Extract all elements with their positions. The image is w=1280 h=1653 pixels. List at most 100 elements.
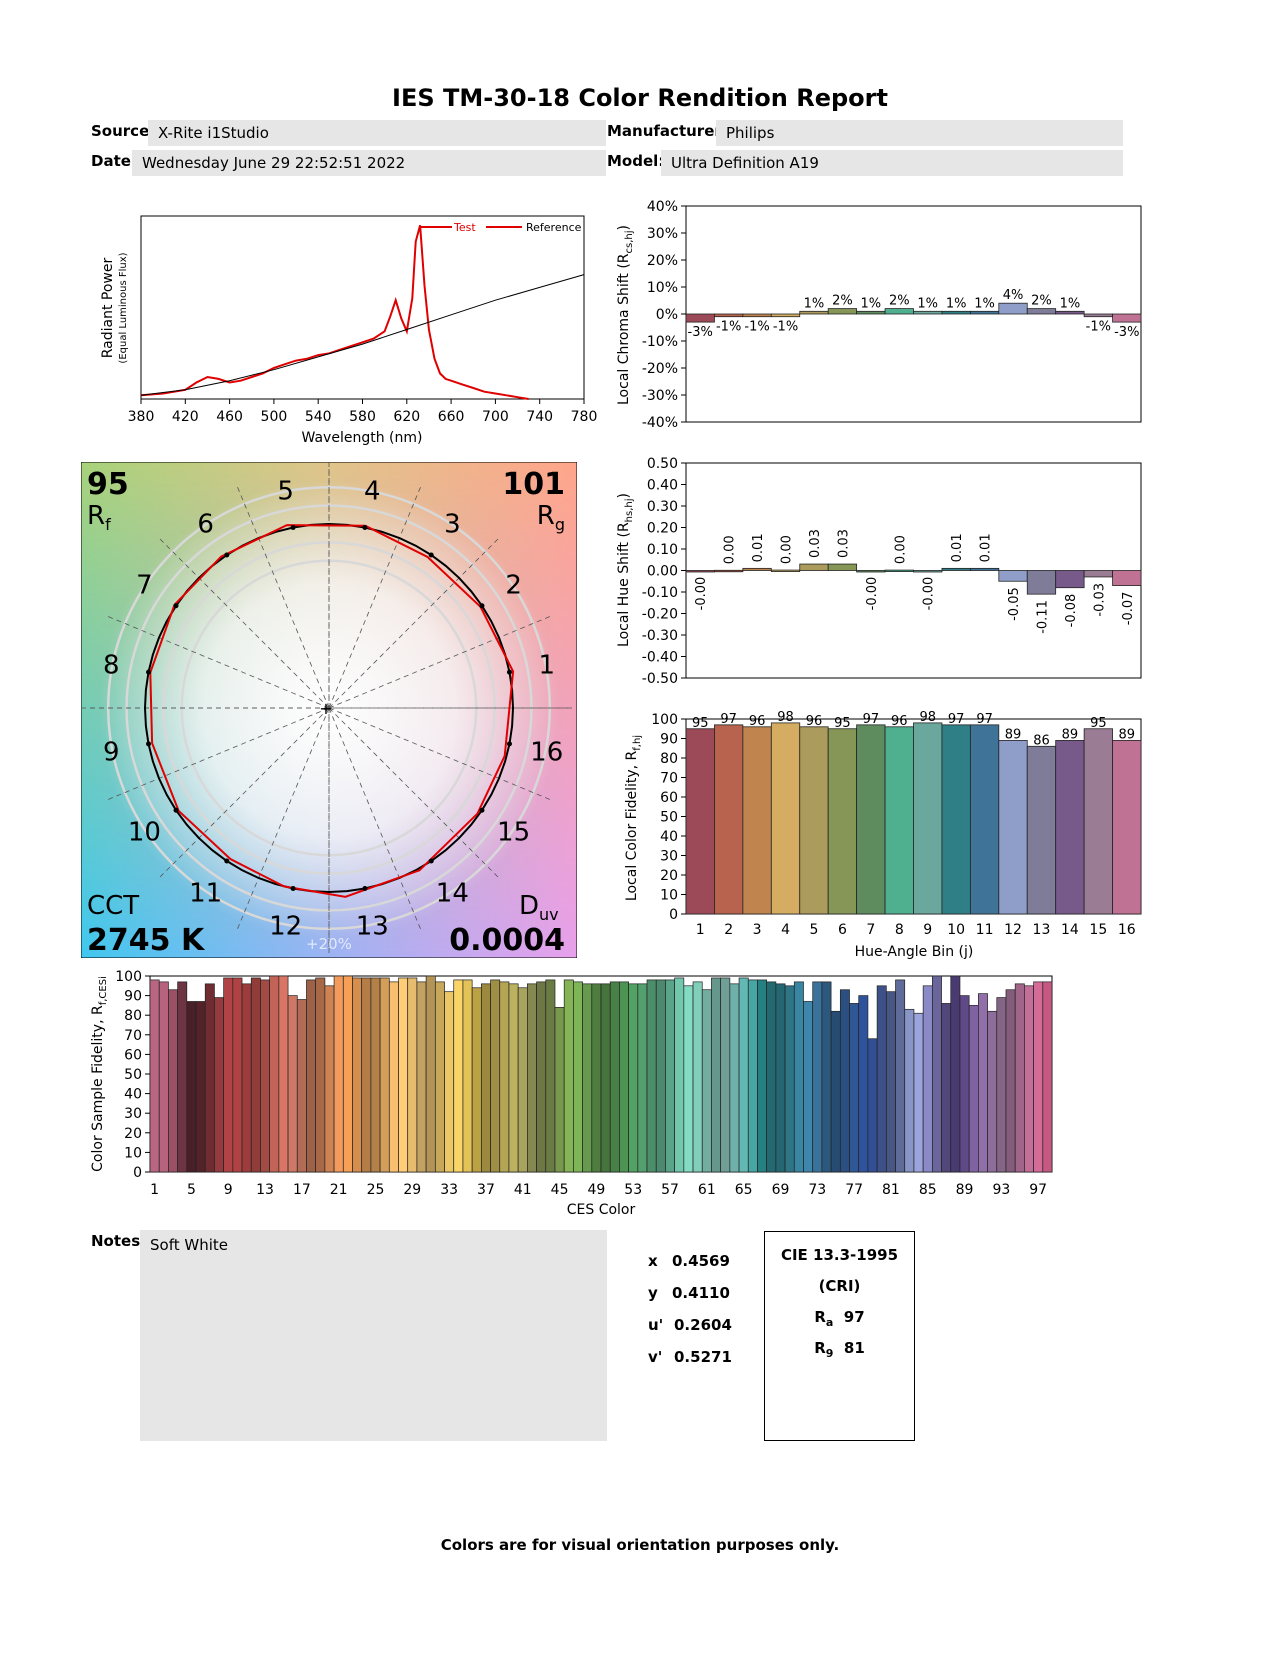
chroma-shift-ytick-label: 10% — [647, 280, 678, 296]
ces-bar — [168, 989, 178, 1173]
hue-shift-bar — [941, 567, 971, 571]
ces-ytick-label: 90 — [124, 989, 142, 1005]
chroma-bar-label: -3% — [688, 325, 713, 340]
chromaticity-coordinates: x 0.4569 y 0.4110 u' 0.2604 v' 0.5271 — [648, 1252, 758, 1380]
local-fidelity-bar-label: 89 — [1119, 727, 1136, 742]
coord-v-value: 0.5271 — [674, 1348, 732, 1366]
hue-bar-label: -0.00 — [865, 577, 880, 611]
local-fidelity-bar-label: 96 — [891, 714, 908, 729]
cvg-bin-label: 15 — [497, 817, 530, 847]
local-fidelity-bar-label: 86 — [1033, 733, 1050, 748]
ces-xtick-label: 9 — [224, 1182, 233, 1198]
ces-ytick-label: 100 — [115, 969, 142, 985]
hue-bar-label: -0.03 — [1092, 583, 1107, 617]
ces-bar — [508, 983, 519, 1173]
ces-bar — [527, 983, 537, 1173]
spectrum-ylabel-sub: (Equal Luminous Flux) — [118, 252, 129, 363]
coord-v-row: v' 0.5271 — [648, 1348, 758, 1380]
chroma-shift-bar — [1055, 310, 1085, 315]
coord-y-value: 0.4110 — [672, 1284, 730, 1302]
ces-bar — [683, 985, 694, 1173]
chroma-shift-bar — [941, 310, 971, 315]
local-fidelity-bar — [742, 726, 772, 915]
local-fidelity-bar — [856, 724, 886, 915]
local-fidelity-ytick-label: 10 — [660, 888, 678, 904]
ces-ytick-label: 10 — [124, 1145, 142, 1161]
ces-bar — [665, 979, 675, 1173]
hue-bar-label: 0.03 — [808, 529, 823, 558]
cvg-arrow-head — [290, 525, 296, 531]
ces-bar — [600, 983, 611, 1173]
source-label: Source: — [91, 122, 156, 140]
ces-xtick-label: 37 — [477, 1182, 495, 1198]
ces-bar — [517, 987, 528, 1173]
chroma-bar-label: -1% — [1086, 320, 1111, 335]
ces-xtick-label: 77 — [845, 1182, 863, 1198]
ces-xtick-label: 1 — [150, 1182, 159, 1198]
duv-value: 0.0004 — [449, 923, 565, 958]
hue-shift-ytick-label: -0.20 — [642, 607, 678, 623]
local-fidelity-xtick-label: 14 — [1061, 922, 1079, 938]
local-fidelity-ytick-label: 30 — [660, 849, 678, 865]
hue-shift-ytick-label: -0.50 — [642, 671, 678, 687]
chroma-shift-ytick-label: -20% — [642, 361, 678, 377]
ces-bar — [1014, 983, 1025, 1173]
ces-bar — [480, 983, 491, 1173]
chroma-shift-bar — [770, 313, 801, 318]
ces-bar — [913, 1012, 924, 1173]
chroma-ylabel: Local Chroma Shift (Rcs,hj) — [616, 225, 635, 405]
cvg-spoke — [328, 486, 422, 709]
ces-bar — [959, 995, 970, 1173]
hue-bar-label: 0.01 — [950, 533, 965, 562]
ces-bar — [306, 979, 317, 1173]
local-fidelity-ytick-label: 70 — [660, 771, 678, 787]
hue-bar-label: -0.08 — [1064, 594, 1079, 628]
coord-u-value: 0.2604 — [674, 1316, 732, 1334]
rg-label: Rg — [537, 501, 565, 534]
spectrum-xtick-label: 460 — [216, 409, 243, 425]
ces-bar — [941, 1003, 952, 1173]
local-fidelity-bar-label: 98 — [777, 710, 794, 725]
local-fidelity-bar-label: 95 — [1090, 716, 1107, 731]
ces-bar — [315, 977, 326, 1173]
hue-bar-label: -0.07 — [1121, 592, 1136, 626]
local-fidelity-xtick-label: 6 — [838, 922, 847, 938]
ces-bar — [720, 977, 731, 1173]
ces-bar — [278, 975, 289, 1173]
chroma-shift-bar — [827, 308, 858, 315]
chroma-bar-label: 1% — [1060, 296, 1081, 311]
hue-shift-bar — [799, 563, 829, 571]
hue-shift-chart: -0.00 0.00 0.01 0.00 0.03 0.03 -0.00 0.00 -0.00 0… — [616, 456, 1142, 687]
ces-bar — [1024, 985, 1034, 1173]
ces-bar — [987, 1010, 998, 1173]
spectrum-xtick-label: 780 — [571, 409, 598, 425]
local-fidelity-ylabel: Local Color Fidelity, Rf,hj — [624, 735, 643, 901]
local-fidelity-bar — [941, 724, 971, 915]
coord-y-label: y — [648, 1284, 658, 1302]
cct-label: CCT — [87, 891, 139, 921]
ces-xtick-label: 57 — [661, 1182, 679, 1198]
hue-bar-label: -0.05 — [1007, 587, 1022, 621]
cri-box: CIE 13.3-1995 (CRI) Ra 97 R9 81 — [764, 1231, 915, 1441]
ces-bar — [766, 981, 777, 1173]
ces-bar — [830, 1010, 841, 1173]
chroma-shift-bar — [1026, 308, 1057, 315]
ces-bar — [885, 991, 896, 1173]
local-fidelity-bar-label: 98 — [919, 710, 936, 725]
ces-bar — [370, 977, 381, 1173]
ces-bar — [1033, 981, 1044, 1173]
ces-ytick-label: 50 — [124, 1067, 142, 1083]
cvg-spoke — [328, 538, 499, 709]
chroma-shift-bar — [1112, 313, 1142, 323]
ces-bar — [793, 981, 804, 1173]
cvg-bin-label: 13 — [356, 912, 389, 942]
cri-title: CIE 13.3-1995 — [780, 1246, 899, 1264]
hue-shift-ytick-label: 0.00 — [647, 564, 678, 580]
cvg-spoke — [328, 707, 422, 930]
spectrum-xtick-label: 540 — [305, 409, 332, 425]
local-fidelity-bar — [884, 726, 914, 915]
local-fidelity-bar-label: 97 — [720, 712, 737, 727]
ces-bar — [849, 1003, 860, 1173]
ces-bar — [858, 995, 869, 1173]
cri-r9-row: R9 81 — [765, 1339, 914, 1370]
